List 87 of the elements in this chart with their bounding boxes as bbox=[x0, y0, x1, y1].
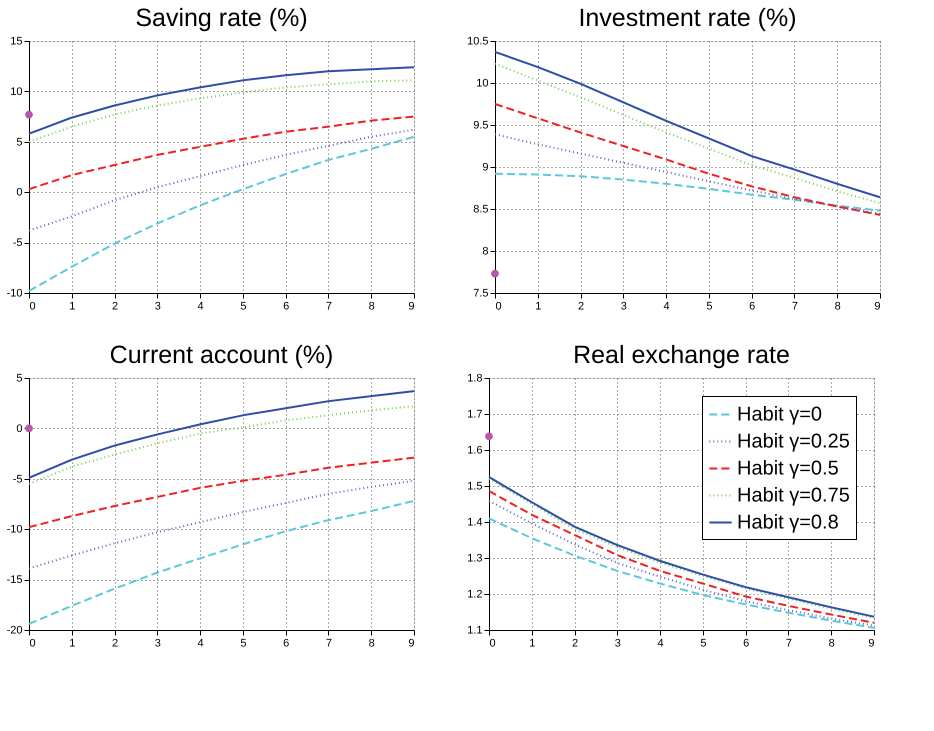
x-tick-label: 8 bbox=[368, 638, 375, 650]
y-tick-label: -15 bbox=[6, 574, 22, 586]
y-tick-label: 1.3 bbox=[467, 552, 482, 564]
line-series bbox=[28, 390, 415, 479]
y-tick-label: 1.1 bbox=[467, 624, 482, 636]
x-tick-label: 5 bbox=[700, 638, 706, 650]
line-series bbox=[494, 103, 881, 216]
x-tick-label: 0 bbox=[30, 638, 36, 650]
legend-label: Habit γ=0.25 bbox=[737, 430, 850, 452]
y-tick-label: 5 bbox=[16, 372, 22, 384]
y-tick-label: 5 bbox=[16, 136, 22, 148]
y-tick-label: 8 bbox=[482, 246, 488, 258]
x-tick-label: 7 bbox=[786, 638, 792, 650]
chart-title: Investment rate (%) bbox=[578, 4, 797, 32]
x-tick-label: 2 bbox=[112, 638, 118, 650]
x-tick-label: 2 bbox=[112, 300, 118, 312]
x-tick-label: 0 bbox=[490, 638, 496, 650]
y-tick-label: 1.4 bbox=[467, 516, 482, 528]
x-tick-label: 4 bbox=[664, 300, 670, 312]
y-tick-label: -10 bbox=[6, 288, 22, 300]
y-tick-label: -5 bbox=[12, 237, 22, 250]
y-tick-label: -20 bbox=[6, 624, 22, 636]
x-tick-label: 6 bbox=[283, 638, 290, 650]
x-tick-label: 9 bbox=[874, 300, 880, 312]
x-tick-label: 1 bbox=[535, 300, 542, 312]
y-tick-label: 10 bbox=[10, 86, 22, 98]
x-tick-label: 1 bbox=[69, 638, 76, 650]
x-tick-label: 1 bbox=[529, 638, 536, 650]
y-tick-label: 9 bbox=[482, 162, 488, 174]
y-tick-label: 7.5 bbox=[473, 288, 488, 300]
line-series bbox=[28, 480, 415, 570]
y-tick-label: -10 bbox=[6, 524, 22, 536]
chart-title: Current account (%) bbox=[110, 341, 334, 369]
legend-label: Habit γ=0.8 bbox=[737, 512, 839, 534]
x-tick-label: 7 bbox=[326, 300, 332, 312]
legend-label: Habit γ=0.75 bbox=[737, 484, 850, 506]
x-tick-label: 8 bbox=[368, 300, 375, 312]
x-tick-label: 1 bbox=[69, 300, 76, 312]
x-tick-label: 8 bbox=[828, 638, 835, 650]
line-series bbox=[28, 456, 415, 528]
x-tick-label: 4 bbox=[658, 638, 664, 650]
x-tick-label: 9 bbox=[408, 638, 414, 650]
x-tick-label: 6 bbox=[283, 300, 290, 312]
line-series bbox=[28, 405, 415, 485]
chart-title: Saving rate (%) bbox=[135, 4, 308, 32]
y-tick-label: 1.2 bbox=[467, 588, 482, 600]
y-tick-label: 9.5 bbox=[473, 120, 488, 132]
x-tick-label: 3 bbox=[620, 300, 627, 312]
x-tick-label: 2 bbox=[572, 638, 578, 650]
x-tick-label: 5 bbox=[240, 638, 246, 650]
x-tick-label: 4 bbox=[198, 638, 204, 650]
y-tick-label: 10 bbox=[476, 78, 488, 90]
x-tick-label: 5 bbox=[240, 300, 246, 312]
y-tick-label: 1.6 bbox=[467, 444, 482, 456]
line-series bbox=[28, 128, 415, 232]
line-series bbox=[28, 500, 415, 625]
x-tick-label: 7 bbox=[326, 638, 332, 650]
x-tick-label: 3 bbox=[154, 300, 161, 312]
y-tick-label: 8.5 bbox=[473, 204, 488, 216]
y-tick-label: 10.5 bbox=[467, 36, 488, 48]
x-tick-label: 6 bbox=[743, 638, 750, 650]
line-series bbox=[494, 133, 881, 216]
x-tick-label: 3 bbox=[614, 638, 621, 650]
x-tick-label: 7 bbox=[792, 300, 798, 312]
y-tick-label: 0 bbox=[16, 422, 22, 435]
legend-label: Habit γ=0.5 bbox=[737, 458, 839, 480]
y-tick-label: -5 bbox=[12, 473, 22, 486]
line-series bbox=[28, 116, 415, 190]
line-series bbox=[28, 66, 415, 135]
x-tick-label: 3 bbox=[154, 638, 161, 650]
x-tick-label: 6 bbox=[749, 300, 756, 312]
line-series bbox=[494, 172, 881, 212]
y-tick-label: 15 bbox=[10, 36, 22, 48]
y-tick-label: 0 bbox=[16, 186, 22, 199]
x-tick-label: 0 bbox=[30, 300, 36, 312]
x-tick-label: 5 bbox=[706, 300, 712, 312]
x-tick-label: 2 bbox=[578, 300, 584, 312]
x-tick-label: 9 bbox=[408, 300, 414, 312]
x-tick-label: 9 bbox=[868, 638, 874, 650]
x-tick-label: 4 bbox=[198, 300, 204, 312]
y-tick-label: 1.8 bbox=[467, 372, 482, 384]
x-tick-label: 0 bbox=[496, 300, 502, 312]
legend-label: Habit γ=0 bbox=[737, 404, 822, 426]
y-tick-label: 1.7 bbox=[467, 408, 482, 420]
y-tick-label: 1.5 bbox=[467, 480, 482, 492]
chart-title: Real exchange rate bbox=[573, 341, 790, 369]
x-tick-label: 8 bbox=[834, 300, 841, 312]
